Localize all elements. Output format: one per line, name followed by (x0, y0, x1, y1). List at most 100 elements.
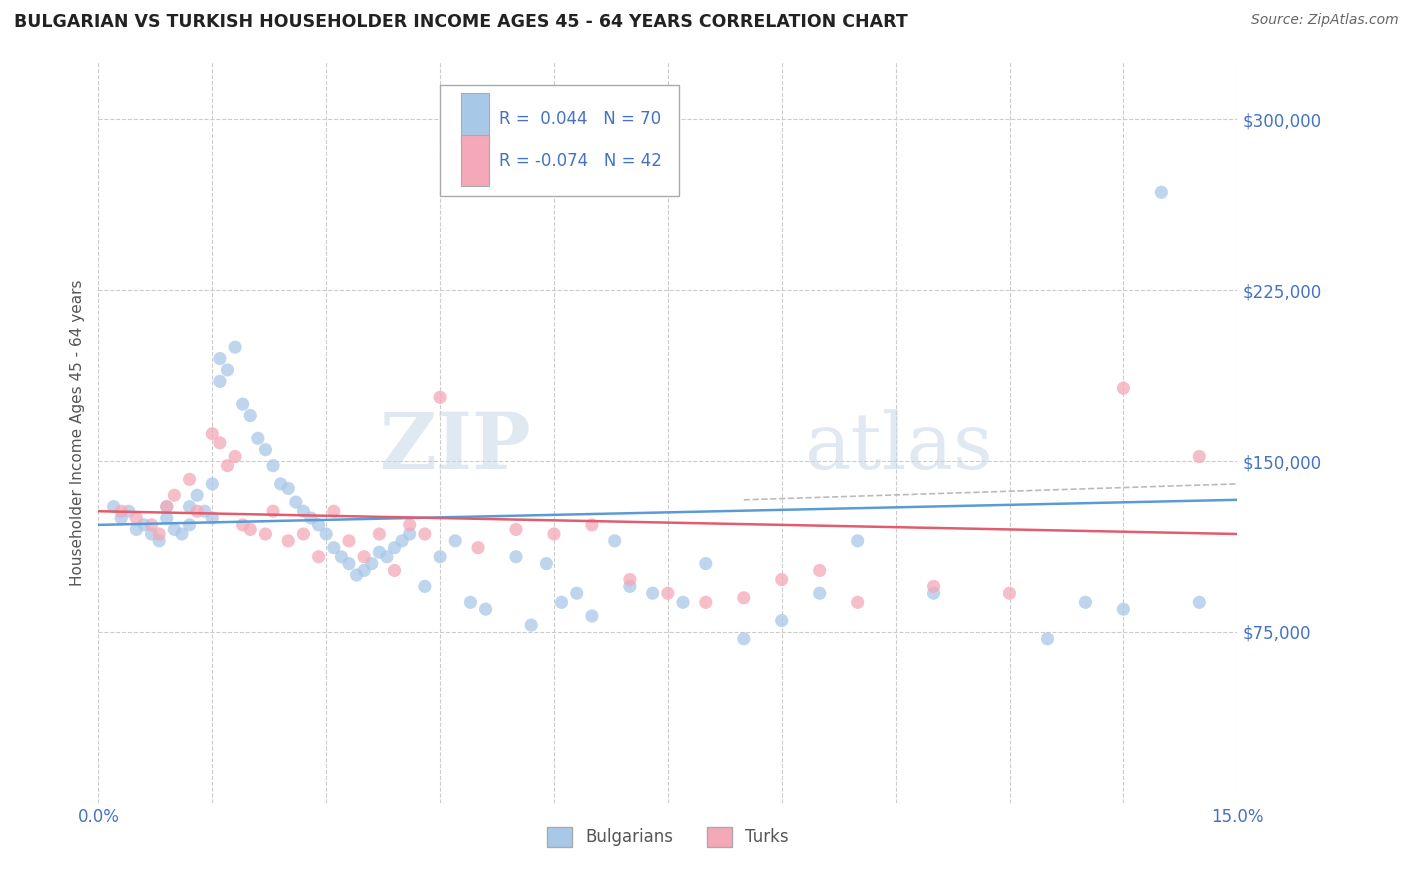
Point (1112, 381, 1135, 395)
Point (603, 533, 626, 548)
Point (201, 511, 224, 525)
Point (998, 586, 1021, 600)
Point (292, 527, 315, 541)
Point (125, 511, 148, 525)
Point (1036, 632, 1059, 646)
Point (270, 476, 292, 491)
Point (337, 533, 360, 548)
Point (543, 527, 565, 541)
Point (619, 579, 641, 593)
Point (254, 442, 277, 457)
Legend: Bulgarians, Turks: Bulgarians, Turks (540, 820, 796, 854)
Point (1112, 602, 1135, 616)
Point (156, 500, 179, 514)
Point (315, 527, 337, 541)
Point (232, 397, 254, 411)
Point (277, 482, 299, 496)
Point (695, 595, 717, 609)
Point (208, 375, 231, 389)
Point (460, 595, 482, 609)
Point (619, 573, 641, 587)
Point (141, 517, 163, 532)
Point (505, 549, 527, 564)
Point (186, 488, 208, 502)
Point (353, 549, 375, 564)
Point (520, 618, 543, 632)
Point (505, 523, 527, 537)
Point (384, 564, 406, 578)
Point (398, 517, 420, 532)
Point (217, 363, 239, 377)
Point (565, 586, 588, 600)
Point (474, 602, 496, 616)
Point (170, 527, 193, 541)
Point (384, 541, 406, 555)
Point (846, 533, 869, 548)
Text: atlas: atlas (804, 409, 993, 485)
Point (239, 409, 262, 423)
Point (148, 533, 170, 548)
Point (733, 632, 755, 646)
Point (110, 504, 132, 518)
Point (360, 557, 382, 571)
Point (808, 564, 831, 578)
Text: BULGARIAN VS TURKISH HOUSEHOLDER INCOME AGES 45 - 64 YEARS CORRELATION CHART: BULGARIAN VS TURKISH HOUSEHOLDER INCOME … (14, 13, 908, 31)
Point (224, 340, 246, 354)
Point (201, 426, 224, 441)
Point (695, 557, 717, 571)
Point (922, 579, 945, 593)
Point (156, 511, 179, 525)
Point (163, 523, 186, 537)
Point (299, 511, 322, 525)
Point (201, 476, 224, 491)
Point (194, 504, 217, 518)
Point (1150, 186, 1173, 200)
Point (125, 523, 148, 537)
Point (322, 541, 344, 555)
Point (1074, 595, 1097, 609)
Point (346, 568, 368, 582)
Bar (461, 135, 489, 186)
Point (246, 431, 269, 445)
Point (322, 504, 344, 518)
Point (239, 523, 262, 537)
Point (148, 527, 170, 541)
Point (110, 511, 132, 525)
FancyBboxPatch shape (440, 85, 679, 195)
Point (550, 595, 572, 609)
Point (284, 495, 307, 509)
Point (770, 614, 793, 628)
Point (132, 517, 155, 532)
Point (254, 527, 277, 541)
Point (163, 488, 186, 502)
Point (770, 573, 793, 587)
Point (672, 595, 695, 609)
Point (846, 595, 869, 609)
Point (141, 527, 163, 541)
Point (103, 500, 125, 514)
Point (413, 527, 436, 541)
Point (353, 564, 375, 578)
Point (808, 586, 831, 600)
Point (391, 533, 413, 548)
Point (922, 586, 945, 600)
Point (262, 458, 284, 473)
Point (208, 435, 231, 450)
Point (1188, 595, 1211, 609)
Point (1188, 450, 1211, 464)
Point (368, 527, 391, 541)
Point (413, 579, 436, 593)
Point (581, 517, 603, 532)
Point (292, 504, 315, 518)
Point (429, 549, 451, 564)
Point (581, 609, 603, 624)
Point (262, 504, 284, 518)
Point (232, 517, 254, 532)
Y-axis label: Householder Income Ages 45 - 64 years: Householder Income Ages 45 - 64 years (69, 279, 84, 586)
Point (308, 549, 330, 564)
Point (208, 351, 231, 366)
Point (217, 458, 239, 473)
Point (118, 504, 141, 518)
Point (375, 549, 398, 564)
Point (467, 541, 489, 555)
